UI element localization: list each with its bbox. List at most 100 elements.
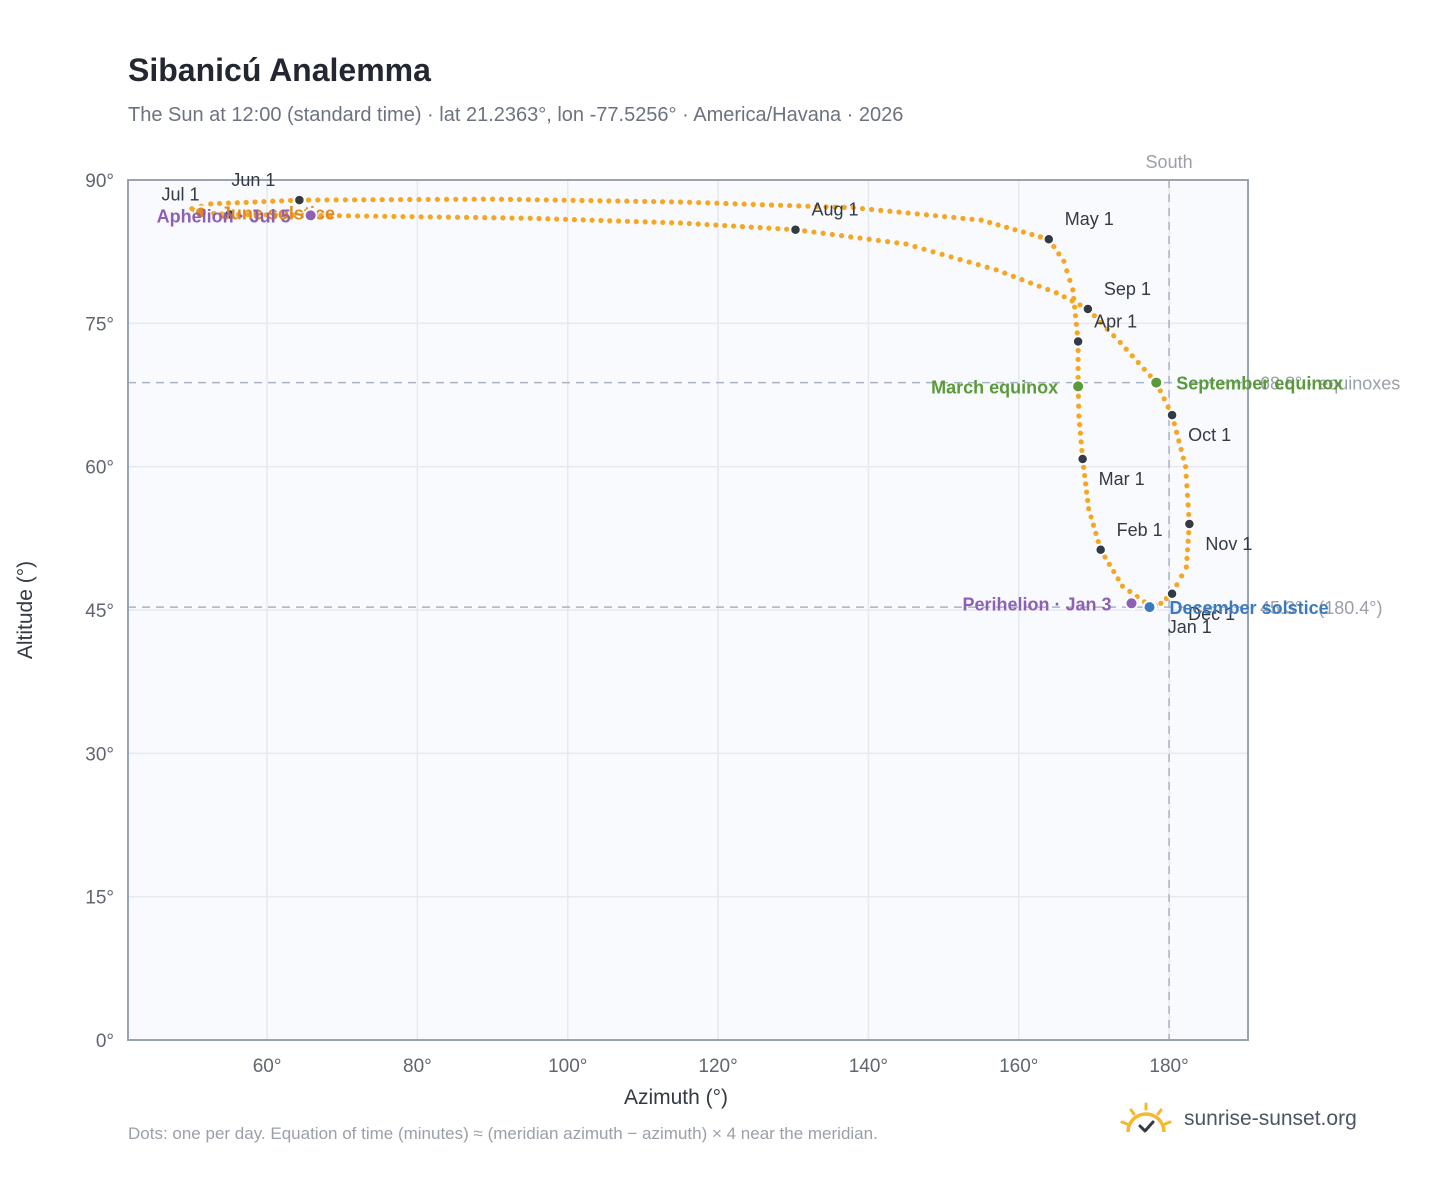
daily-dot [960, 215, 966, 221]
daily-dot [489, 196, 496, 202]
daily-dot [234, 200, 240, 206]
daily-dot [714, 200, 720, 206]
daily-dot [642, 198, 648, 205]
daily-dot [651, 219, 657, 225]
daily-dot [869, 206, 875, 213]
daily-dot [633, 218, 639, 225]
daily-dot [536, 215, 542, 222]
daily-dot [939, 251, 945, 257]
daily-dot [829, 231, 835, 238]
daily-dot [850, 205, 856, 211]
daily-dot [245, 212, 251, 218]
chart-title: Sibanicú Analemma [128, 52, 431, 88]
daily-dot [921, 246, 927, 252]
daily-dot [923, 212, 929, 218]
daily-dot [236, 211, 242, 218]
daily-dot [930, 249, 936, 255]
daily-dot [1179, 573, 1185, 579]
daily-dot [1061, 294, 1067, 300]
daily-dot [705, 200, 711, 206]
daily-dot [984, 264, 990, 270]
daily-dot [1056, 251, 1062, 257]
brand[interactable]: sunrise-sunset.org [1120, 1102, 1357, 1136]
month-marker [1166, 409, 1178, 421]
x-tick-label: 180° [1149, 1056, 1188, 1077]
daily-dot [425, 196, 431, 203]
event-label: Perihelion · Jan 3 [962, 594, 1111, 614]
daily-dot [1076, 413, 1082, 419]
event-label: March equinox [931, 377, 1058, 397]
daily-dot [1072, 304, 1078, 310]
daily-dot [1183, 564, 1189, 570]
daily-dot [677, 220, 684, 226]
daily-dot [878, 207, 884, 213]
daily-dot [784, 226, 790, 232]
daily-dot [580, 217, 586, 223]
daily-dot [642, 219, 648, 225]
daily-dot [370, 197, 376, 203]
daily-dot [607, 218, 613, 224]
daily-dot [1075, 347, 1081, 354]
daily-dot [327, 212, 333, 219]
daily-dot [695, 221, 701, 227]
daily-dot [342, 197, 348, 203]
daily-dot [598, 217, 604, 224]
daily-dot [932, 213, 939, 219]
daily-dot [615, 218, 622, 224]
daily-dot [1075, 365, 1081, 372]
daily-dot [354, 213, 361, 219]
daily-dot [875, 237, 881, 244]
daily-dot [624, 218, 631, 224]
x-tick-label: 140° [849, 1056, 888, 1077]
daily-dot [287, 197, 294, 204]
daily-dot [1036, 283, 1042, 289]
daily-dot [651, 198, 657, 205]
daily-dot [562, 216, 569, 222]
daily-dot [615, 198, 621, 204]
daily-dot [463, 214, 470, 220]
daily-dot [1027, 280, 1034, 286]
daily-dot [969, 216, 975, 222]
daily-dot [811, 229, 817, 235]
month-marker [1094, 544, 1107, 556]
daily-dot [1117, 339, 1123, 346]
event-marker [1071, 379, 1086, 394]
daily-dot [1147, 373, 1153, 379]
daily-dot [364, 213, 370, 219]
daily-dot [1176, 438, 1182, 444]
daily-dot [1075, 393, 1081, 399]
month-marker [293, 194, 306, 206]
daily-dot [1129, 353, 1135, 359]
daily-dot [1077, 302, 1083, 308]
daily-dot [462, 196, 468, 202]
daily-dot [686, 199, 693, 205]
daily-dot [1029, 231, 1035, 238]
y-tick-label: 60° [85, 458, 114, 479]
daily-dot [261, 198, 267, 205]
x-axis-label: Azimuth (°) [624, 1086, 728, 1109]
daily-dot [1082, 472, 1088, 479]
daily-dot [1076, 403, 1082, 409]
daily-dot [1067, 277, 1073, 283]
daily-dot [397, 196, 404, 203]
x-tick-label: 160° [999, 1056, 1038, 1077]
daily-dot [507, 196, 514, 202]
daily-dot [1111, 568, 1117, 575]
daily-dot [1158, 600, 1164, 606]
daily-dot [894, 240, 900, 246]
daily-dot [1077, 430, 1083, 436]
daily-dot [552, 197, 558, 203]
daily-dot [279, 198, 285, 204]
daily-dot [545, 216, 551, 222]
y-tick-label: 90° [85, 171, 114, 192]
month-marker-label: Feb 1 [1117, 520, 1163, 540]
daily-dot [1072, 313, 1079, 319]
event-marker [1149, 375, 1164, 390]
daily-dot [987, 219, 993, 226]
daily-dot [660, 219, 666, 226]
event-label: December solstice [1170, 598, 1329, 618]
daily-dot [480, 196, 486, 202]
daily-dot [216, 200, 223, 207]
daily-dot [1079, 447, 1085, 454]
daily-dot [704, 221, 710, 228]
